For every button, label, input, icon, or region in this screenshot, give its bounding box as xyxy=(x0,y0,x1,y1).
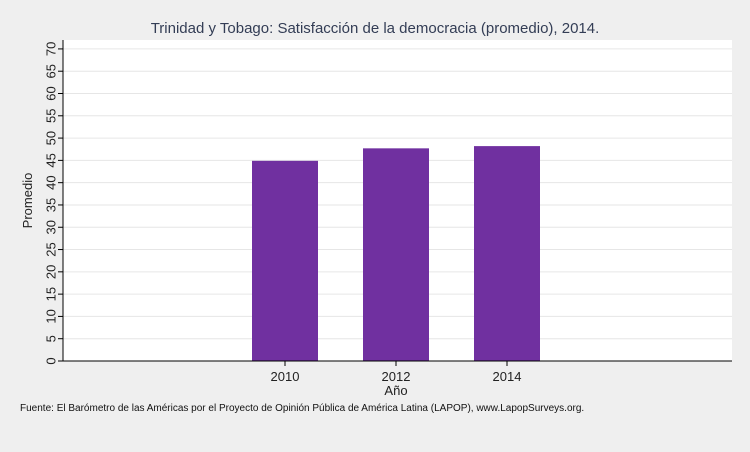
y-tick-label: 0 xyxy=(44,357,59,364)
x-axis-title: Año xyxy=(384,383,407,398)
y-axis-title: Promedio xyxy=(20,173,35,229)
y-tick-label: 30 xyxy=(44,220,59,234)
x-tick-label: 2010 xyxy=(271,369,300,384)
y-tick-label: 20 xyxy=(44,265,59,279)
y-tick-label: 40 xyxy=(44,175,59,189)
source-note: Fuente: El Barómetro de las Américas por… xyxy=(20,403,584,414)
y-tick-label: 10 xyxy=(44,309,59,323)
y-tick-label: 70 xyxy=(44,42,59,56)
x-ticks: 2010 2012 2014 xyxy=(271,361,522,384)
y-tick-label: 55 xyxy=(44,109,59,123)
y-tick-label: 5 xyxy=(44,335,59,342)
y-tick-label: 60 xyxy=(44,86,59,100)
bar-2014 xyxy=(474,146,540,361)
y-tick-label: 50 xyxy=(44,131,59,145)
y-tick-label: 25 xyxy=(44,242,59,256)
y-ticks: 0 5 10 15 20 25 30 35 40 45 50 55 60 65 70 xyxy=(44,42,63,365)
y-tick-label: 35 xyxy=(44,198,59,212)
chart-title: Trinidad y Tobago: Satisfacción de la de… xyxy=(151,20,600,37)
bar-2012 xyxy=(363,148,429,361)
y-tick-label: 15 xyxy=(44,287,59,301)
bars xyxy=(252,146,540,361)
y-tick-label: 45 xyxy=(44,153,59,167)
y-tick-label: 65 xyxy=(44,64,59,78)
x-tick-label: 2014 xyxy=(493,369,522,384)
bar-2010 xyxy=(252,160,318,361)
x-tick-label: 2012 xyxy=(382,369,411,384)
